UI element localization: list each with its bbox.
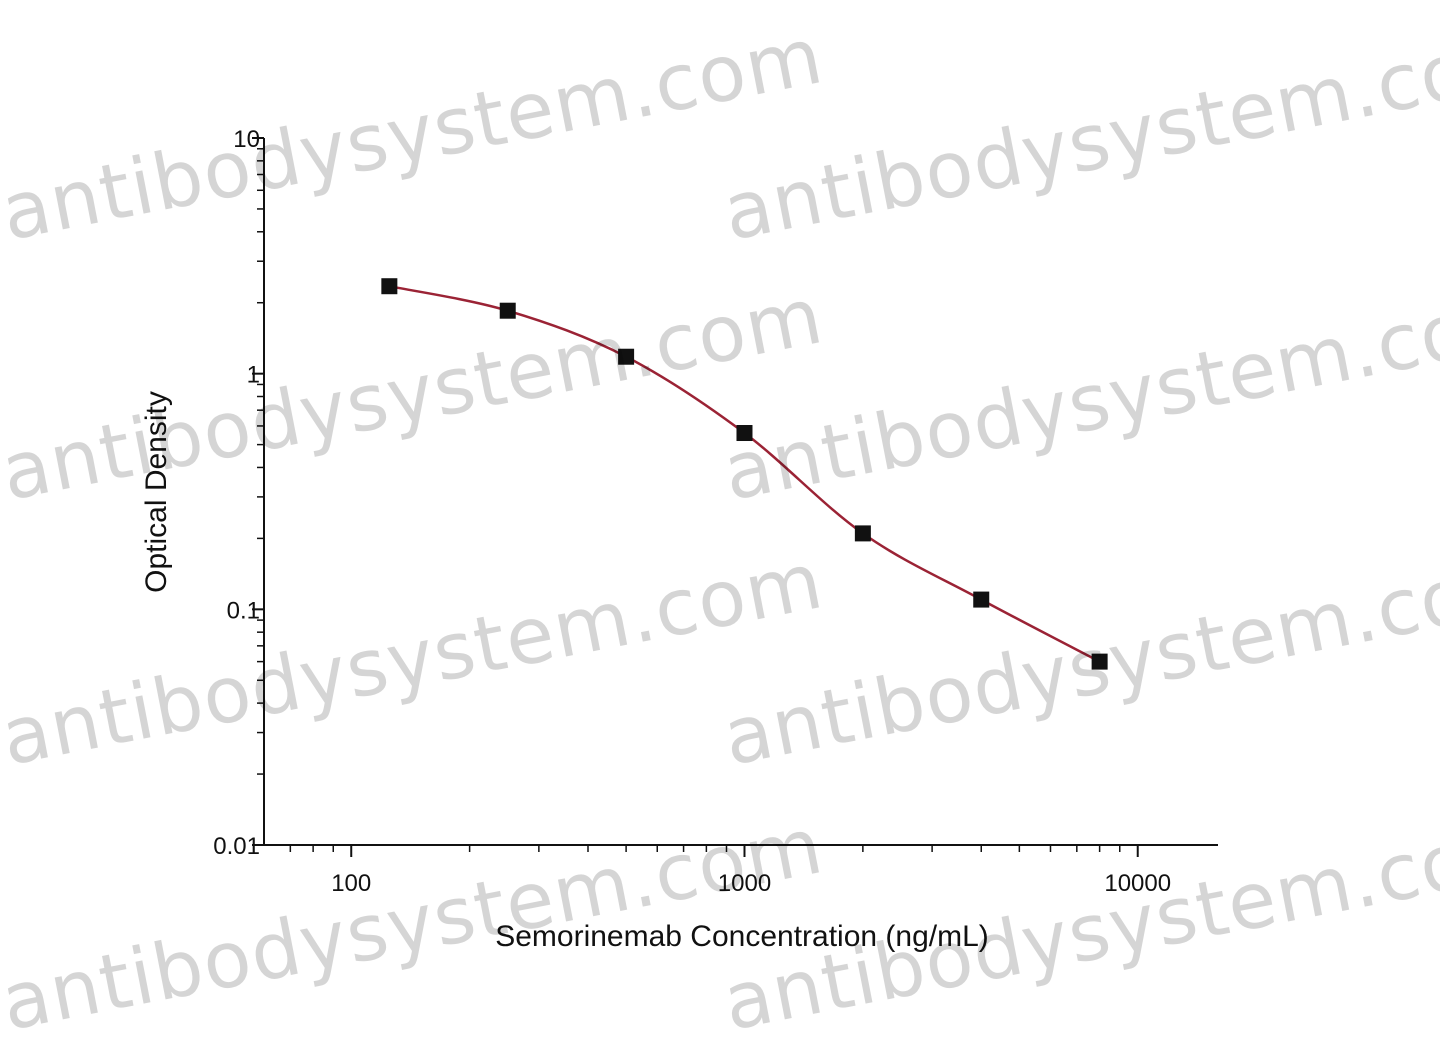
watermark-layer: antibodysystem.comantibodysystem.comanti… <box>0 11 1440 1046</box>
data-point <box>854 525 871 542</box>
watermark-text: antibodysystem.com <box>0 11 830 258</box>
x-tick-label: 100 <box>331 870 371 897</box>
watermark-text: antibodysystem.com <box>716 11 1440 258</box>
watermark-text: antibodysystem.com <box>716 536 1440 783</box>
data-points <box>381 278 1108 670</box>
data-point <box>1091 653 1108 670</box>
data-point <box>736 425 753 442</box>
x-axis-title: Semorinemab Concentration (ng/mL) <box>495 920 989 953</box>
plot-area: 0.01 0.1 1 10 100 1000 10000 <box>213 126 1218 897</box>
data-point <box>973 591 990 608</box>
watermark-text: antibodysystem.com <box>0 536 830 783</box>
watermark-text: antibodysystem.com <box>0 271 830 518</box>
y-tick-label: 1 <box>247 362 260 389</box>
data-point <box>381 278 398 295</box>
y-axis-title: Optical Density <box>140 391 173 593</box>
x-tick-label: 1000 <box>718 870 771 897</box>
x-ticks: 100 1000 10000 <box>289 845 1171 897</box>
y-tick-label: 10 <box>233 126 260 153</box>
y-ticks: 0.01 0.1 1 10 <box>213 126 264 860</box>
watermark-text: antibodysystem.com <box>716 271 1440 518</box>
x-tick-label: 10000 <box>1104 870 1171 897</box>
y-tick-label: 0.1 <box>227 597 260 624</box>
y-tick-label: 0.01 <box>213 833 260 860</box>
data-point <box>618 348 635 365</box>
data-point <box>499 302 516 319</box>
